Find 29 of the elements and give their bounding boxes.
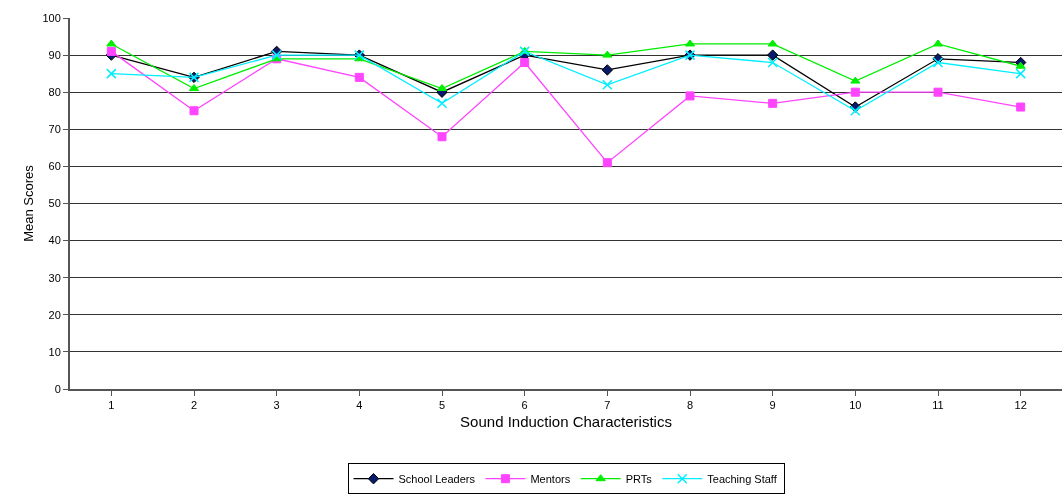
y-tick-label: 80 bbox=[48, 86, 61, 99]
x-tick-label: 2 bbox=[190, 399, 198, 412]
x-axis-title: Sound Induction Characteristics bbox=[460, 412, 672, 430]
y-tick-label: 40 bbox=[48, 234, 61, 247]
y-tick-label: 0 bbox=[54, 382, 61, 395]
y-tick-label: 60 bbox=[48, 160, 61, 173]
y-tick-label: 10 bbox=[48, 345, 61, 358]
x-tick-label: 11 bbox=[932, 399, 944, 412]
x-tick-label: 7 bbox=[604, 399, 611, 412]
x-tick-label: 6 bbox=[521, 399, 528, 412]
y-tick-label: 70 bbox=[48, 123, 61, 136]
legend-label: School Leaders bbox=[398, 472, 476, 485]
y-tick-label: 50 bbox=[48, 197, 61, 210]
x-tick-label: 12 bbox=[1014, 399, 1027, 412]
x-tick-label: 8 bbox=[686, 399, 694, 412]
x-tick-label: 4 bbox=[356, 399, 363, 412]
y-tick-label: 100 bbox=[42, 11, 61, 24]
x-tick-label: 1 bbox=[108, 399, 115, 412]
x-tick-label: 9 bbox=[769, 399, 776, 412]
y-tick-label: 20 bbox=[48, 308, 61, 321]
legend-label: Teaching Staff bbox=[707, 472, 778, 485]
x-tick-label: 3 bbox=[273, 399, 280, 412]
y-tick-label: 90 bbox=[48, 48, 61, 61]
y-axis-title: Mean Scores bbox=[21, 164, 36, 242]
x-tick-label: 10 bbox=[849, 399, 862, 412]
x-tick-label: 5 bbox=[438, 399, 446, 412]
legend-label: Mentors bbox=[530, 472, 571, 485]
y-tick-label: 30 bbox=[48, 271, 61, 284]
legend-label: PRTs bbox=[625, 472, 653, 485]
